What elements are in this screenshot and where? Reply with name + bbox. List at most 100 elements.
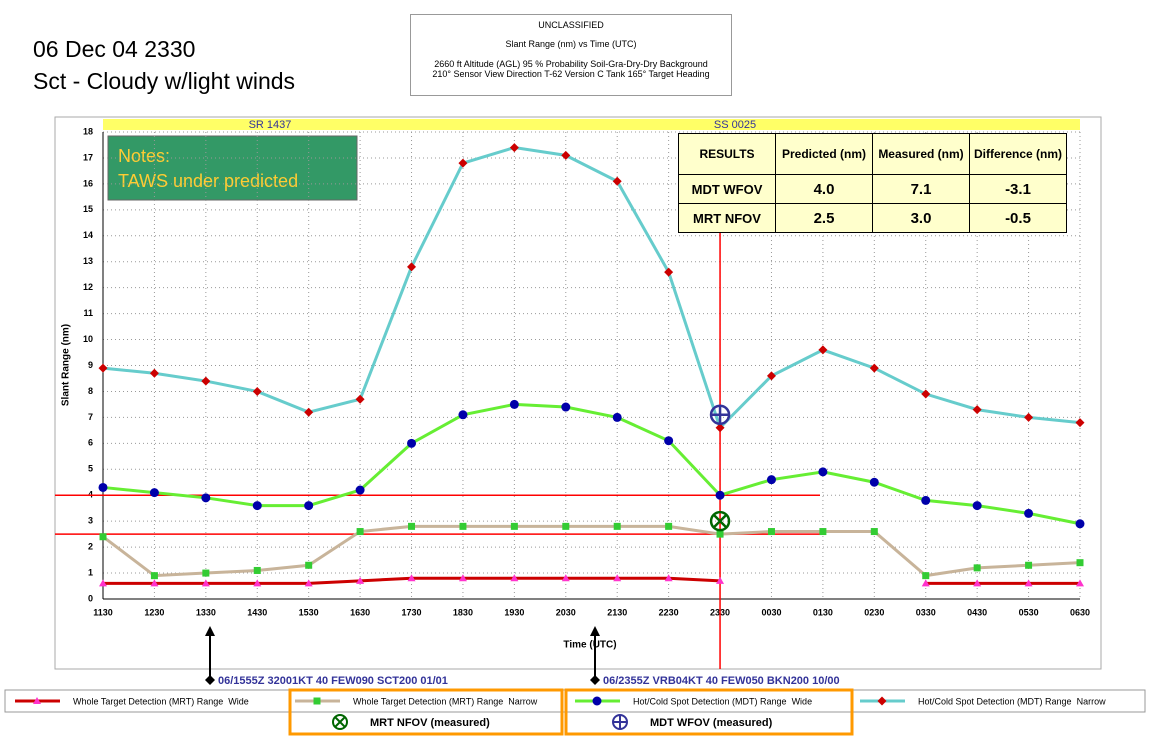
- marker: [458, 574, 467, 582]
- y-tick-label: 9: [88, 360, 93, 370]
- marker: [458, 158, 468, 168]
- y-tick-label: 11: [83, 308, 93, 318]
- x-tick-label: 0130: [813, 607, 833, 617]
- y-tick-label: 6: [88, 438, 93, 448]
- measured-point-symbol: [713, 514, 727, 529]
- table-cell: Difference (nm): [969, 133, 1067, 175]
- table-cell: MRT NFOV: [678, 203, 776, 233]
- marker: [766, 475, 776, 485]
- arrow-head: [590, 626, 600, 636]
- marker: [715, 490, 725, 500]
- marker: [304, 407, 314, 417]
- table-cell: 7.1: [872, 174, 970, 204]
- marker: [921, 579, 930, 587]
- marker: [509, 143, 519, 153]
- marker: [1075, 519, 1085, 529]
- series-line: [102, 146, 1081, 431]
- table-row: MRT NFOV 2.5 3.0 -0.5: [678, 203, 1067, 233]
- table-row: RESULTS Predicted (nm) Measured (nm) Differ…: [678, 133, 1067, 175]
- marker: [99, 579, 107, 587]
- marker: [509, 399, 519, 409]
- highlight: [288, 688, 564, 736]
- table-cell: -0.5: [969, 203, 1067, 233]
- marker: [1076, 579, 1084, 587]
- marker: [1025, 561, 1033, 569]
- weather-text: 06/2355Z VRB04KT 40 FEW050 BKN200 10/00: [603, 675, 840, 687]
- marker: [613, 574, 622, 582]
- marker: [921, 495, 931, 505]
- x-tick-label: 1630: [350, 607, 370, 617]
- legend-label: MDT WFOV (measured): [650, 717, 773, 729]
- y-tick-label: 12: [83, 282, 93, 292]
- marker: [767, 528, 775, 536]
- diamond: [590, 675, 600, 685]
- marker: [253, 579, 262, 587]
- x-tick-label: 0030: [761, 607, 781, 617]
- x-tick-label: 1730: [402, 607, 422, 617]
- notes-title: Notes:: [118, 146, 170, 166]
- marker: [98, 363, 108, 373]
- marker: [355, 394, 365, 404]
- marker: [510, 522, 518, 530]
- marker: [612, 176, 622, 186]
- marker: [356, 576, 365, 584]
- marker: [458, 410, 468, 420]
- marker: [356, 528, 364, 536]
- slide-conditions: Sct - Cloudy w/light winds: [33, 68, 296, 94]
- x-tick-label: 0430: [967, 607, 987, 617]
- marker: [98, 482, 108, 492]
- y-tick-label: 3: [88, 516, 93, 526]
- marker: [253, 566, 261, 574]
- marker: [149, 488, 159, 498]
- table-row: MDT WFOV 4.0 7.1 -3.1: [678, 174, 1067, 204]
- y-tick-label: 17: [83, 152, 93, 162]
- legend-label: Hot/Cold Spot Detection (MDT) Range Wide: [633, 696, 812, 706]
- x-tick-label: 0330: [916, 607, 936, 617]
- marker: [304, 501, 314, 511]
- marker: [459, 522, 467, 530]
- table-cell: MDT WFOV: [678, 174, 776, 204]
- series-line: [102, 524, 1081, 578]
- marker: [664, 436, 674, 446]
- slide-date: 06 Dec 04 2330: [33, 36, 196, 62]
- table-cell: Measured (nm): [872, 133, 970, 175]
- y-tick-label: 18: [83, 126, 93, 136]
- marker: [818, 345, 828, 355]
- info-title: Slant Range (nm) vs Time (UTC): [505, 39, 637, 49]
- legend-label: Whole Target Detection (MRT) Range Narro…: [353, 696, 538, 706]
- y-tick-label: 5: [88, 464, 93, 474]
- marker: [149, 368, 159, 378]
- marker: [407, 438, 417, 448]
- x-tick-label: 1830: [453, 607, 473, 617]
- marker: [716, 530, 724, 538]
- table-cell: RESULTS: [678, 133, 776, 175]
- marker: [1076, 559, 1084, 567]
- marker: [664, 267, 674, 277]
- marker: [1075, 418, 1085, 428]
- marker: [252, 386, 262, 396]
- legend-label: Whole Target Detection (MRT) Range Wide: [73, 696, 249, 706]
- sunrise-label: SR 1437: [249, 119, 292, 131]
- x-axis-title: Time (UTC): [563, 640, 616, 651]
- daylight-bar: [103, 119, 1080, 130]
- sunset-label: SS 0025: [714, 119, 756, 131]
- y-tick-label: 7: [88, 412, 93, 422]
- results-table: RESULTS Predicted (nm) Measured (nm) Differ…: [678, 133, 1067, 233]
- x-tick-label: 0630: [1070, 607, 1090, 617]
- marker: [1024, 412, 1034, 422]
- marker: [612, 412, 622, 422]
- arrow-head: [205, 626, 215, 636]
- marker: [561, 150, 571, 160]
- marker: [408, 522, 416, 530]
- x-tick-label: 1530: [299, 607, 319, 617]
- marker: [716, 576, 725, 584]
- marker: [972, 405, 982, 415]
- marker: [407, 574, 416, 582]
- marker: [99, 533, 107, 541]
- marker: [1024, 579, 1033, 587]
- highlight: [564, 688, 854, 736]
- classification: UNCLASSIFIED: [538, 20, 604, 30]
- marker: [150, 579, 159, 587]
- table-cell: 2.5: [775, 203, 873, 233]
